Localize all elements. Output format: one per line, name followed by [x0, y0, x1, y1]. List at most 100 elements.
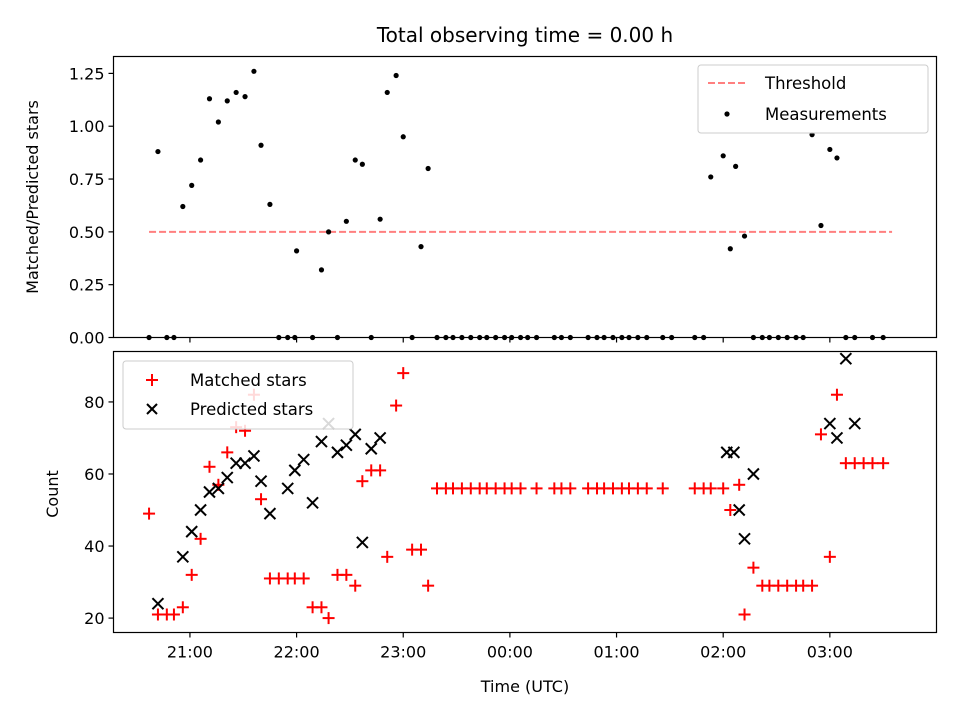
measurement-point — [669, 334, 675, 341]
bottom-xtick-label: 03:00 — [807, 643, 853, 662]
predicted-star-point — [848, 417, 861, 430]
measurement-point — [827, 146, 833, 153]
measurement-point — [558, 334, 565, 341]
predicted-star-point — [356, 536, 369, 549]
measurement-point — [733, 163, 739, 169]
top-ytick-label: 0.25 — [69, 276, 105, 295]
measurement-point — [267, 201, 273, 207]
top-ytick-label: 1.25 — [69, 64, 105, 83]
bottom-ytick-label: 80 — [84, 393, 104, 412]
predicted-star-point — [727, 446, 741, 459]
measurement-point — [517, 334, 524, 341]
top-legend-measurements-swatch — [724, 111, 730, 117]
measurement-point — [477, 334, 483, 341]
top-legend-box — [697, 64, 929, 134]
measurement-point — [701, 334, 707, 341]
measurement-point — [276, 334, 282, 341]
matched-star-point — [866, 457, 879, 470]
top-ytick-label: 1.00 — [69, 117, 105, 136]
measurement-point — [660, 334, 666, 341]
measurement-point — [869, 334, 876, 341]
measurement-point — [775, 334, 781, 341]
matched-star-point — [390, 399, 403, 412]
measurement-point — [400, 134, 406, 140]
measurement-point — [258, 142, 264, 148]
predicted-star-point — [331, 446, 344, 459]
predicted-star-point — [340, 438, 353, 452]
measurement-point — [619, 334, 625, 341]
measurement-point — [800, 334, 806, 341]
top-y-axis: 0.00 0.25 0.50 0.75 1.00 1.25 — [69, 64, 114, 348]
measurement-point — [393, 72, 399, 79]
measurement-point — [233, 89, 239, 96]
measurement-point — [359, 161, 365, 167]
measurement-point — [759, 334, 765, 341]
matched-star-point — [194, 532, 207, 545]
measurement-point — [880, 334, 886, 341]
measurement-point — [334, 334, 341, 341]
predicted-star-point — [203, 485, 216, 499]
measurement-point — [525, 334, 531, 341]
measurement-point — [409, 334, 415, 341]
measurement-point — [834, 155, 840, 161]
measurement-point — [501, 334, 508, 341]
top-plot-frame — [112, 55, 938, 339]
matched-star-point — [221, 446, 234, 459]
predicted-star-point — [349, 428, 362, 441]
measurement-point — [206, 96, 213, 102]
measurement-point — [818, 222, 824, 229]
measurement-point — [493, 334, 499, 341]
matched-star-point — [717, 482, 730, 495]
measurement-point — [384, 89, 390, 96]
measurement-point — [309, 334, 316, 341]
matched-star-point — [656, 482, 669, 495]
predicted-star-point — [732, 503, 746, 517]
measurement-point — [793, 334, 799, 341]
matched-star-point — [823, 550, 836, 563]
matched-star-point — [315, 601, 328, 614]
measurement-point — [741, 233, 748, 239]
measurement-point — [293, 248, 300, 254]
predicted-star-point — [839, 352, 853, 365]
bottom-ytick-label: 20 — [84, 609, 104, 628]
bottom-xtick-label: 01:00 — [593, 643, 639, 662]
bottom-legend-matched-swatch — [146, 374, 158, 386]
matched-star-point — [322, 612, 335, 625]
top-marks — [146, 68, 893, 341]
measurement-point — [594, 334, 600, 341]
bottom-plot-frame — [112, 350, 938, 634]
matched-star-point — [167, 608, 180, 621]
measurement-point — [450, 334, 456, 341]
matched-star-point — [374, 464, 387, 477]
bottom-x-axis: 21:00 22:00 23:00 00:00 01:00 02:00 03:00 — [167, 632, 853, 662]
measurement-point — [509, 334, 515, 341]
bottom-ytick-label: 40 — [84, 537, 104, 556]
predicted-star-point — [373, 431, 387, 445]
bottom-xtick-label: 00:00 — [487, 643, 533, 662]
measurement-point — [459, 334, 465, 341]
matched-star-point — [530, 482, 543, 495]
measurement-point — [171, 334, 177, 341]
measurement-point — [352, 157, 358, 163]
bottom-legend-predicted-label: Predicted stars — [190, 400, 313, 419]
measurement-point — [720, 153, 726, 159]
top-y-axis-label: Matched/Predicted stars — [23, 100, 42, 294]
predicted-star-point — [288, 464, 302, 477]
measurement-point — [318, 267, 325, 273]
predicted-star-point — [151, 597, 165, 610]
bottom-x-axis-label: Time (UTC) — [480, 677, 569, 696]
measurement-point — [418, 244, 424, 250]
measurement-point — [368, 334, 374, 341]
measurement-point — [750, 334, 757, 341]
matched-star-point — [704, 482, 717, 495]
matched-star-point — [422, 579, 435, 592]
measurement-point — [434, 334, 440, 341]
measurement-point — [197, 157, 204, 163]
bottom-panel: 20 40 60 80 21:00 22:00 23:00 00:00 01:00 02:00 0… — [84, 350, 938, 662]
measurement-point — [285, 334, 291, 341]
predicted-star-point — [263, 507, 277, 520]
matched-star-point — [340, 568, 353, 581]
bottom-xtick-label: 23:00 — [380, 643, 426, 662]
measurement-point — [164, 334, 170, 341]
